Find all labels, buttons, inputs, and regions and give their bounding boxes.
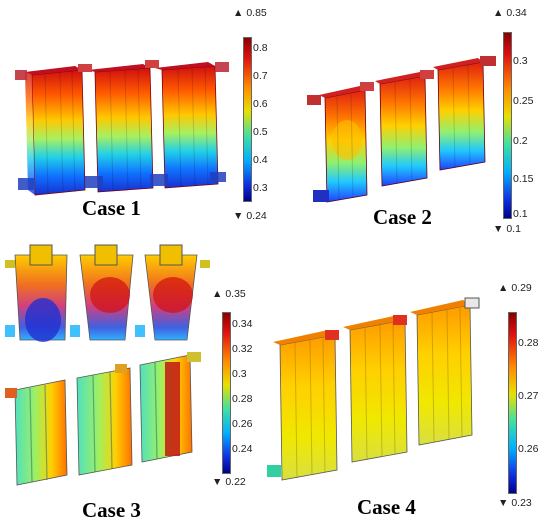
case3-colorbar-max: ▲ 0.35 [212, 288, 246, 300]
case1-colorbar: ▲ 0.85 0.8 0.7 0.6 0.5 0.4 0.3 ▼ 0.24 [233, 0, 278, 230]
case3-render-top [5, 244, 210, 342]
case1-tick: 0.4 [253, 154, 268, 166]
case3-tick: 0.24 [232, 443, 253, 455]
case3-tick: 0.26 [232, 418, 253, 430]
up-triangle-icon: ▲ [233, 7, 244, 19]
down-triangle-icon: ▼ [498, 497, 509, 509]
up-triangle-icon: ▲ [212, 288, 223, 300]
case4-tick: 0.27 [518, 390, 539, 402]
case4-colorbar: ▲ 0.29 0.28 0.27 0.26 ▼ 0.23 [498, 240, 548, 520]
case3-colorbar: ▲ 0.35 0.34 0.32 0.3 0.28 0.26 0.24 ▼ 0.… [212, 240, 267, 500]
case1-tick: 0.3 [253, 182, 268, 194]
case1-render [15, 60, 229, 196]
case3-tick: 0.34 [232, 318, 253, 330]
up-triangle-icon: ▲ [493, 7, 504, 19]
case3-colorbar-min: ▼ 0.22 [212, 476, 246, 488]
case4-colorbar-max: ▲ 0.29 [498, 282, 532, 294]
case1-colorbar-max: ▲ 0.85 [233, 7, 267, 19]
case4-tick: 0.26 [518, 443, 539, 455]
case4-colorbar-gradient [508, 312, 517, 494]
case2-colorbar-min: ▼ 0.1 [493, 223, 521, 235]
case1-label: Case 1 [82, 196, 141, 220]
case1-colorbar-gradient [243, 37, 252, 202]
case2-render [307, 56, 496, 203]
case2-tick: 0.2 [513, 135, 528, 147]
case2-label: Case 2 [373, 205, 432, 229]
case1-tick: 0.8 [253, 42, 268, 54]
case1-panel: Case 1 ▲ 0.85 0.8 0.7 0.6 0.5 0.4 0.3 ▼ … [0, 0, 275, 240]
case1-tick: 0.5 [253, 126, 268, 138]
up-triangle-icon: ▲ [498, 282, 509, 294]
case1-colorbar-min: ▼ 0.24 [233, 210, 267, 222]
case4-panel: Case 4 ▲ 0.29 0.28 0.27 0.26 ▼ 0.23 [267, 240, 550, 529]
case1-tick: 0.6 [253, 98, 268, 110]
case1-tick: 0.7 [253, 70, 268, 82]
case3-tick: 0.32 [232, 343, 253, 355]
case4-render [267, 297, 480, 481]
case4-label: Case 4 [357, 495, 416, 519]
case2-colorbar-gradient [503, 32, 512, 219]
case4-colorbar-min: ▼ 0.23 [498, 497, 532, 509]
case3-render-bottom [5, 352, 201, 486]
case3-colorbar-gradient [222, 312, 231, 474]
down-triangle-icon: ▼ [493, 223, 504, 235]
case4-tick: 0.28 [518, 337, 539, 349]
case2-tick: 0.25 [513, 95, 534, 107]
case3-label: Case 3 [82, 498, 141, 522]
case2-tick: 0.3 [513, 55, 528, 67]
case2-tick: 0.1 [513, 208, 528, 220]
down-triangle-icon: ▼ [233, 210, 244, 222]
case3-tick: 0.3 [232, 368, 247, 380]
case2-colorbar-max: ▲ 0.34 [493, 7, 527, 19]
case2-panel: Case 2 ▲ 0.34 0.3 0.25 0.2 0.15 0.1 ▼ 0.… [275, 0, 550, 240]
case2-colorbar: ▲ 0.34 0.3 0.25 0.2 0.15 0.1 ▼ 0.1 [493, 0, 543, 240]
down-triangle-icon: ▼ [212, 476, 223, 488]
case3-panel: Case 3 ▲ 0.35 0.34 0.32 0.3 0.28 0.26 0.… [0, 240, 275, 529]
case2-tick: 0.15 [513, 173, 534, 185]
case3-tick: 0.28 [232, 393, 253, 405]
